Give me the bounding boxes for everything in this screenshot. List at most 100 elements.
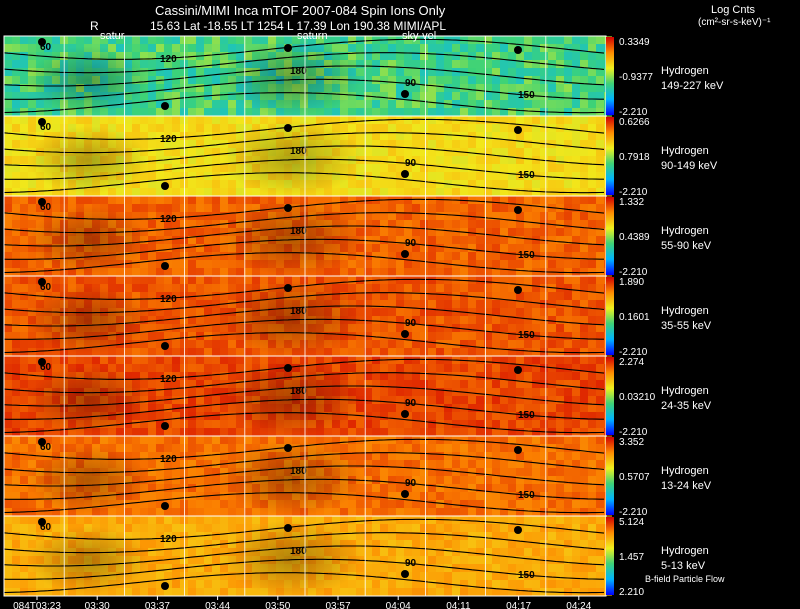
flux-pixel <box>132 268 140 276</box>
flux-pixel <box>516 252 524 260</box>
flux-pixel <box>172 316 180 324</box>
flux-pixel <box>172 516 180 524</box>
flux-pixel <box>20 132 28 140</box>
flux-pixel <box>380 84 388 92</box>
flux-pixel <box>596 404 604 412</box>
flux-pixel <box>356 244 364 252</box>
flux-pixel <box>588 412 596 420</box>
flux-pixel <box>484 252 492 260</box>
flux-pixel <box>580 412 588 420</box>
flux-pixel <box>132 132 140 140</box>
flux-pixel <box>364 36 372 44</box>
flux-pixel <box>172 156 180 164</box>
flux-pixel <box>556 500 564 508</box>
flux-pixel <box>188 468 196 476</box>
flux-pixel <box>396 460 404 468</box>
flux-pixel <box>420 92 428 100</box>
flux-pixel <box>556 76 564 84</box>
flux-pixel <box>132 524 140 532</box>
flux-pixel <box>468 524 476 532</box>
flux-pixel <box>548 468 556 476</box>
flux-pixel <box>548 236 556 244</box>
flux-pixel <box>564 412 572 420</box>
flux-pixel <box>180 156 188 164</box>
flux-pixel <box>388 484 396 492</box>
flux-pixel <box>556 452 564 460</box>
flux-pixel <box>500 380 508 388</box>
flux-pixel <box>476 500 484 508</box>
flux-pixel <box>436 460 444 468</box>
flux-pixel <box>196 100 204 108</box>
flux-pixel <box>116 124 124 132</box>
flux-pixel <box>572 324 580 332</box>
flux-pixel <box>444 316 452 324</box>
flux-pixel <box>340 36 348 44</box>
flux-pixel <box>404 460 412 468</box>
flux-pixel <box>228 132 236 140</box>
flux-pixel <box>516 396 524 404</box>
flux-pixel <box>164 388 172 396</box>
flux-pixel <box>76 356 84 364</box>
flux-pixel <box>452 268 460 276</box>
flux-pixel <box>28 60 36 68</box>
flux-pixel <box>164 484 172 492</box>
flux-pixel <box>540 436 548 444</box>
flux-pixel <box>44 44 52 52</box>
flux-pixel <box>20 452 28 460</box>
flux-pixel <box>508 444 516 452</box>
flux-pixel <box>236 100 244 108</box>
flux-pixel <box>196 180 204 188</box>
flux-pixel <box>572 396 580 404</box>
flux-pixel <box>420 308 428 316</box>
flux-pixel <box>476 156 484 164</box>
flux-pixel <box>556 516 564 524</box>
flux-pixel <box>108 36 116 44</box>
flux-pixel <box>524 116 532 124</box>
flux-pixel <box>452 300 460 308</box>
flux-pixel <box>372 124 380 132</box>
flux-pixel <box>444 252 452 260</box>
flux-pixel <box>556 276 564 284</box>
flux-pixel <box>436 44 444 52</box>
flux-pixel <box>460 252 468 260</box>
spectrogram-panel: 60120180901501.8900.1601-2.210Hydrogen35… <box>3 275 712 358</box>
flux-pixel <box>516 244 524 252</box>
flux-pixel <box>524 524 532 532</box>
flux-pixel <box>412 228 420 236</box>
flux-pixel <box>372 484 380 492</box>
flux-pixel <box>156 436 164 444</box>
flux-pixel <box>220 276 228 284</box>
pitch-angle-contour <box>3 492 605 514</box>
flux-pixel <box>412 172 420 180</box>
flux-pixel <box>156 100 164 108</box>
flux-pixel <box>28 92 36 100</box>
flux-pixel <box>364 508 372 516</box>
flux-pixel <box>220 340 228 348</box>
flux-pixel <box>204 100 212 108</box>
flux-pixel <box>204 204 212 212</box>
flux-pixel <box>532 500 540 508</box>
flux-pixel <box>164 220 172 228</box>
flux-pixel <box>380 164 388 172</box>
flux-pixel <box>220 324 228 332</box>
flux-pixel <box>292 436 300 444</box>
flux-pixel <box>468 108 476 116</box>
flux-pixel <box>588 180 596 188</box>
flux-pixel <box>412 524 420 532</box>
contour-label: 150 <box>518 250 535 261</box>
flux-pixel <box>148 92 156 100</box>
flux-pixel <box>404 292 412 300</box>
flux-pixel <box>596 44 604 52</box>
flux-pixel <box>116 428 124 436</box>
flux-pixel <box>508 468 516 476</box>
flux-pixel <box>324 508 332 516</box>
flux-pixel <box>516 188 524 196</box>
flux-pixel <box>596 172 604 180</box>
flux-pixel <box>332 444 340 452</box>
flux-pixel <box>412 92 420 100</box>
flux-pixel <box>476 340 484 348</box>
flux-pixel <box>164 428 172 436</box>
flux-pixel <box>188 316 196 324</box>
flux-pixel <box>212 84 220 92</box>
contour-label: 180 <box>290 386 307 397</box>
